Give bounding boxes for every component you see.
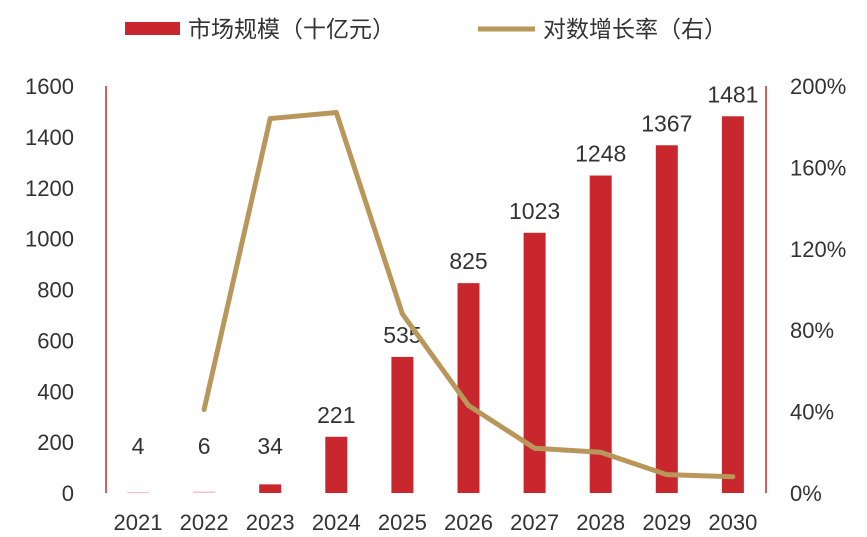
y2-tick-label: 160% — [790, 155, 846, 180]
data-label: 6 — [198, 433, 211, 459]
legend: 市场规模（十亿元） 对数增长率（右） — [125, 16, 727, 42]
bar — [127, 491, 149, 493]
x-tick-label: 2021 — [114, 510, 163, 535]
data-label: 34 — [257, 433, 283, 459]
x-tick-label: 2023 — [246, 510, 295, 535]
x-tick-label: 2029 — [642, 510, 691, 535]
x-tick-label: 2025 — [378, 510, 427, 535]
bar — [655, 145, 678, 493]
legend-bar-swatch — [125, 22, 180, 35]
y2-tick-label: 0% — [790, 481, 822, 506]
y-tick-label: 1400 — [25, 125, 74, 150]
x-tick-label: 2026 — [444, 510, 493, 535]
y-tick-label: 200 — [37, 430, 74, 455]
data-label: 221 — [317, 402, 355, 428]
y-tick-label: 1600 — [25, 74, 74, 99]
y-tick-label: 0 — [62, 481, 74, 506]
y-tick-label: 1000 — [25, 227, 74, 252]
bar — [193, 491, 216, 493]
y2-tick-label: 80% — [790, 318, 834, 343]
bar — [457, 283, 480, 493]
bar — [523, 232, 546, 494]
y-tick-label: 800 — [37, 278, 74, 303]
data-label: 825 — [449, 248, 487, 274]
data-label: 1367 — [641, 110, 692, 136]
y-tick-label: 1200 — [25, 176, 74, 201]
y2-tick-label: 200% — [790, 74, 846, 99]
bar — [259, 484, 282, 493]
y2-tick-label: 120% — [790, 237, 846, 262]
data-label: 1481 — [707, 81, 758, 107]
bar — [721, 116, 744, 493]
x-tick-label: 2028 — [576, 510, 625, 535]
legend-bar-label: 市场规模（十亿元） — [188, 16, 395, 42]
bar — [325, 436, 348, 493]
x-tick-label: 2022 — [180, 510, 229, 535]
x-tick-label: 2027 — [510, 510, 559, 535]
data-label: 1248 — [575, 141, 626, 167]
x-tick-label: 2030 — [708, 510, 757, 535]
x-tick-label: 2024 — [312, 510, 361, 535]
y-tick-label: 400 — [37, 379, 74, 404]
legend-line-label: 对数增长率（右） — [543, 16, 727, 42]
bar — [391, 356, 414, 493]
bar — [589, 175, 612, 494]
y-tick-label: 600 — [37, 328, 74, 353]
y2-tick-label: 40% — [790, 400, 834, 425]
data-label: 1023 — [509, 198, 560, 224]
data-label: 4 — [132, 433, 145, 459]
